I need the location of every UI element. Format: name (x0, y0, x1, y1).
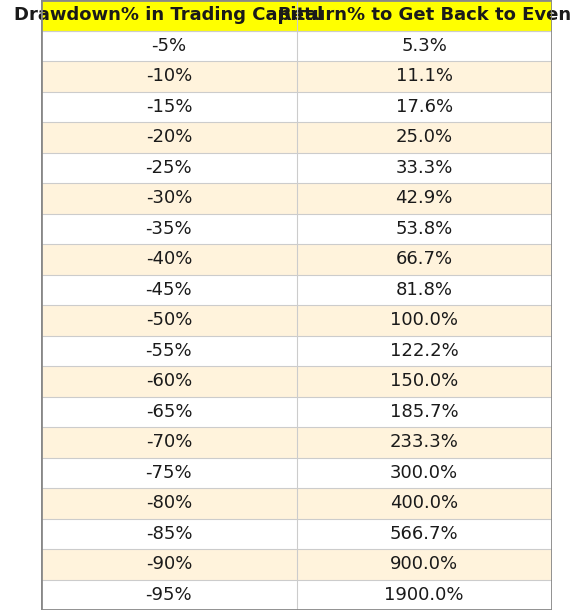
Text: 81.8%: 81.8% (395, 281, 453, 299)
FancyBboxPatch shape (42, 336, 297, 366)
FancyBboxPatch shape (42, 518, 297, 549)
FancyBboxPatch shape (42, 244, 297, 274)
Text: -65%: -65% (146, 403, 192, 421)
Text: -45%: -45% (146, 281, 192, 299)
Text: 33.3%: 33.3% (395, 159, 453, 177)
FancyBboxPatch shape (42, 122, 297, 152)
Text: -75%: -75% (146, 464, 192, 482)
Text: -30%: -30% (146, 189, 192, 207)
Text: -60%: -60% (146, 372, 192, 390)
FancyBboxPatch shape (42, 366, 297, 396)
Text: 42.9%: 42.9% (395, 189, 453, 207)
FancyBboxPatch shape (42, 549, 297, 580)
FancyBboxPatch shape (42, 30, 297, 61)
FancyBboxPatch shape (297, 366, 552, 396)
Text: 566.7%: 566.7% (390, 525, 459, 543)
FancyBboxPatch shape (297, 396, 552, 427)
Text: 233.3%: 233.3% (390, 433, 459, 451)
FancyBboxPatch shape (297, 152, 552, 183)
Text: 11.1%: 11.1% (395, 67, 453, 85)
Text: 17.6%: 17.6% (395, 98, 453, 116)
FancyBboxPatch shape (297, 518, 552, 549)
Text: 185.7%: 185.7% (390, 403, 459, 421)
Text: Drawdown% in Trading Capital: Drawdown% in Trading Capital (14, 6, 324, 24)
FancyBboxPatch shape (42, 183, 297, 214)
FancyBboxPatch shape (42, 92, 297, 122)
Text: -80%: -80% (146, 494, 192, 512)
Text: Return% to Get Back to Even: Return% to Get Back to Even (278, 6, 571, 24)
FancyBboxPatch shape (42, 580, 297, 610)
FancyBboxPatch shape (297, 61, 552, 92)
FancyBboxPatch shape (42, 427, 297, 458)
FancyBboxPatch shape (297, 336, 552, 366)
FancyBboxPatch shape (297, 458, 552, 488)
Text: 150.0%: 150.0% (390, 372, 458, 390)
Text: -50%: -50% (146, 311, 192, 329)
Text: 5.3%: 5.3% (401, 37, 447, 55)
Text: -85%: -85% (146, 525, 192, 543)
Text: -10%: -10% (146, 67, 192, 85)
Text: 66.7%: 66.7% (395, 250, 453, 268)
FancyBboxPatch shape (42, 305, 297, 336)
Text: 900.0%: 900.0% (390, 555, 458, 573)
FancyBboxPatch shape (297, 549, 552, 580)
Text: -40%: -40% (146, 250, 192, 268)
Text: 122.2%: 122.2% (390, 342, 459, 360)
FancyBboxPatch shape (297, 580, 552, 610)
FancyBboxPatch shape (297, 427, 552, 458)
Text: -95%: -95% (146, 586, 192, 604)
Text: 25.0%: 25.0% (395, 128, 453, 146)
Text: 400.0%: 400.0% (390, 494, 458, 512)
FancyBboxPatch shape (42, 152, 297, 183)
FancyBboxPatch shape (42, 274, 297, 305)
Text: -5%: -5% (152, 37, 187, 55)
FancyBboxPatch shape (297, 0, 552, 30)
Text: 300.0%: 300.0% (390, 464, 458, 482)
FancyBboxPatch shape (297, 183, 552, 214)
Text: 53.8%: 53.8% (395, 220, 453, 238)
FancyBboxPatch shape (297, 305, 552, 336)
FancyBboxPatch shape (297, 488, 552, 518)
Text: 1900.0%: 1900.0% (384, 586, 464, 604)
Text: -20%: -20% (146, 128, 192, 146)
FancyBboxPatch shape (297, 214, 552, 244)
Text: -35%: -35% (146, 220, 192, 238)
FancyBboxPatch shape (42, 0, 297, 30)
Text: -55%: -55% (146, 342, 192, 360)
FancyBboxPatch shape (42, 396, 297, 427)
FancyBboxPatch shape (42, 61, 297, 92)
FancyBboxPatch shape (297, 122, 552, 152)
FancyBboxPatch shape (42, 488, 297, 518)
FancyBboxPatch shape (297, 92, 552, 122)
FancyBboxPatch shape (297, 244, 552, 274)
FancyBboxPatch shape (297, 274, 552, 305)
Text: -90%: -90% (146, 555, 192, 573)
Text: -15%: -15% (146, 98, 192, 116)
FancyBboxPatch shape (297, 30, 552, 61)
Text: -70%: -70% (146, 433, 192, 451)
FancyBboxPatch shape (42, 214, 297, 244)
FancyBboxPatch shape (42, 458, 297, 488)
Text: -25%: -25% (146, 159, 192, 177)
Text: 100.0%: 100.0% (390, 311, 458, 329)
